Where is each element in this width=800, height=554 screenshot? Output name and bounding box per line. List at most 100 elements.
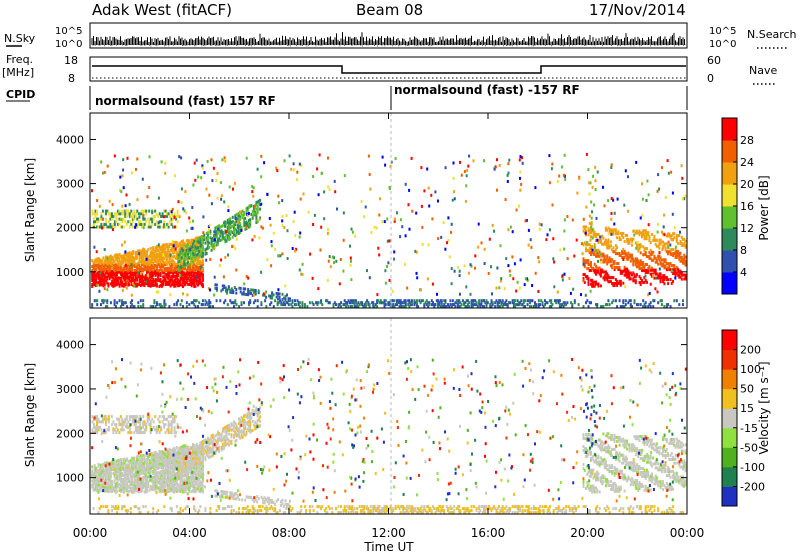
- scatter-cell: [665, 234, 668, 238]
- scatter-cell: [189, 250, 192, 254]
- scatter-cell: [179, 277, 182, 281]
- scatter-cell: [142, 259, 145, 263]
- scatter-cell: [190, 272, 193, 276]
- scatter-cell: [628, 241, 631, 245]
- scatter-cell: [155, 472, 158, 476]
- scatter-cell: [679, 275, 682, 279]
- scatter-cell: [205, 247, 208, 251]
- scatter-cell: [148, 464, 151, 468]
- scatter-cell: [146, 225, 149, 229]
- scatter-cell: [198, 246, 201, 250]
- scatter-cell: [154, 283, 157, 287]
- scatter-cell: [364, 305, 367, 309]
- scatter-cell: [139, 460, 142, 464]
- scatter-cell: [669, 243, 672, 247]
- scatter-cell: [91, 273, 94, 277]
- scatter-cell: [141, 267, 143, 271]
- scatter-cell: [521, 161, 524, 165]
- scatter-cell: [172, 487, 175, 491]
- scatter-cell: [173, 486, 176, 490]
- scatter-cell: [451, 198, 454, 202]
- scatter-cell: [673, 267, 676, 271]
- scatter-cell: [663, 260, 666, 264]
- scatter-cell: [179, 271, 182, 275]
- scatter-cell: [139, 488, 142, 492]
- scatter-cell: [633, 229, 636, 233]
- scatter-cell: [159, 450, 162, 454]
- scatter-cell: [155, 272, 158, 276]
- scatter-cell: [93, 281, 96, 285]
- scatter-cell: [139, 482, 142, 486]
- scatter-cell: [665, 250, 668, 254]
- scatter-cell: [556, 299, 559, 303]
- scatter-cell: [647, 231, 650, 235]
- scatter-cell: [278, 201, 281, 205]
- scatter-cell: [179, 458, 182, 461]
- scatter-cell: [189, 277, 192, 280]
- scatter-cell: [136, 250, 138, 254]
- scatter-cell: [517, 301, 520, 305]
- scatter-cell: [127, 251, 130, 255]
- scatter-cell: [426, 167, 429, 171]
- scatter-cell: [114, 484, 117, 488]
- scatter-cell: [420, 204, 423, 208]
- scatter-cell: [163, 474, 166, 478]
- scatter-cell: [139, 454, 142, 458]
- scatter-cell: [116, 279, 119, 283]
- scatter-cell: [301, 301, 304, 305]
- scatter-cell: [275, 292, 278, 295]
- scatter-cell: [164, 161, 167, 165]
- scatter-cell: [639, 277, 642, 281]
- scatter-cell: [657, 301, 660, 305]
- scatter-cell: [144, 468, 147, 472]
- scatter-cell: [143, 268, 146, 272]
- scatter-cell: [142, 462, 145, 465]
- scatter-cell: [201, 235, 204, 239]
- scatter-cell: [158, 273, 161, 277]
- scatter-cell: [653, 254, 656, 258]
- scatter-cell: [101, 471, 104, 475]
- scatter-cell: [182, 245, 184, 249]
- scatter-cell: [168, 260, 171, 264]
- scatter-cell: [149, 251, 152, 254]
- scatter-cell: [151, 217, 154, 221]
- scatter-cell: [573, 299, 576, 303]
- scatter-cell: [133, 209, 136, 213]
- scatter-cell: [214, 283, 217, 287]
- scatter-cell: [440, 305, 443, 309]
- scatter-cell: [498, 301, 500, 305]
- scatter-cell: [104, 255, 107, 259]
- scatter-cell: [100, 475, 102, 479]
- scatter-cell: [142, 475, 145, 479]
- scatter-cell: [430, 299, 433, 303]
- scatter-cell: [175, 282, 178, 286]
- scatter-cell: [667, 171, 670, 175]
- scatter-cell: [158, 265, 161, 269]
- scatter-cell: [91, 271, 94, 275]
- scatter-cell: [122, 268, 125, 272]
- scatter-cell: [588, 229, 591, 233]
- scatter-cell: [144, 490, 147, 494]
- scatter-cell: [197, 175, 200, 179]
- scatter-cell: [388, 187, 391, 191]
- scatter-cell: [184, 480, 187, 484]
- scatter-cell: [150, 283, 153, 287]
- scatter-cell: [216, 242, 219, 246]
- scatter-cell: [104, 263, 107, 267]
- scatter-cell: [152, 488, 155, 491]
- scatter-cell: [164, 171, 167, 175]
- scatter-cell: [133, 265, 136, 268]
- scatter-cell: [96, 259, 99, 263]
- scatter-cell: [455, 299, 458, 303]
- scatter-cell: [195, 238, 198, 242]
- scatter-cell: [112, 284, 115, 288]
- scatter-cell: [624, 269, 627, 273]
- scatter-cell: [146, 460, 148, 463]
- scatter-cell: [187, 254, 189, 258]
- scatter-cell: [152, 277, 155, 281]
- scatter-cell: [160, 160, 163, 164]
- scatter-cell: [157, 277, 160, 280]
- scatter-cell: [150, 272, 153, 275]
- scatter-cell: [159, 264, 162, 267]
- scatter-cell: [148, 472, 151, 476]
